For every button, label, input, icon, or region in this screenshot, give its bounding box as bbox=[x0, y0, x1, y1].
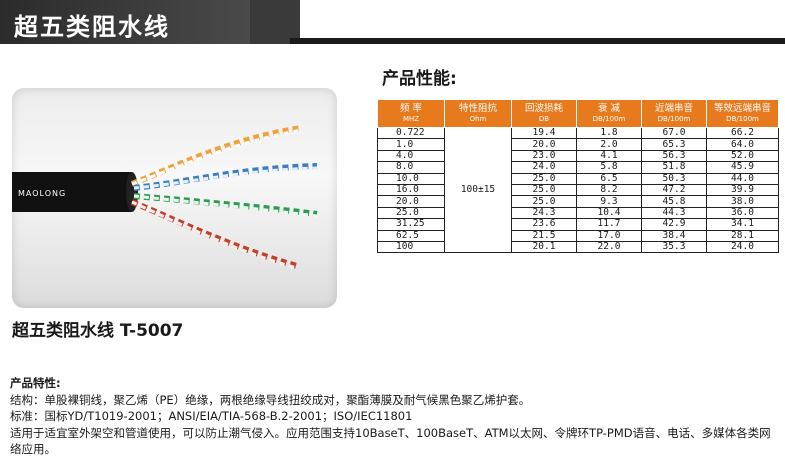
features-section: 产品特性: 结构：单股裸铜线，聚乙烯（PE）绝缘，两根绝缘导线扭绞成对，聚酯薄膜… bbox=[10, 375, 780, 458]
table-row: 62.5 21.5 17.0 38.4 28.1 bbox=[377, 229, 779, 242]
cell-attenuation: 11.7 bbox=[576, 218, 642, 231]
cell-return-loss: 21.5 bbox=[511, 229, 577, 242]
cell-frequency: 4.0 bbox=[377, 149, 445, 163]
cable-print: MAOLONG bbox=[18, 189, 66, 198]
cell-next: 51.8 bbox=[641, 161, 707, 174]
cell-next: 35.3 bbox=[641, 240, 707, 254]
table-row: 25.0 24.3 10.4 44.3 36.0 bbox=[377, 206, 779, 220]
cell-frequency: 0.722 bbox=[377, 126, 445, 140]
cell-frequency: 100 bbox=[377, 240, 445, 254]
cell-attenuation: 17.0 bbox=[576, 229, 642, 242]
feature-structure: 结构：单股裸铜线，聚乙烯（PE）绝缘，两根绝缘导线扭绞成对，聚酯薄膜及耐气候黑色… bbox=[10, 392, 531, 407]
cell-frequency: 62.5 bbox=[377, 229, 445, 242]
cell-return-loss: 23.0 bbox=[511, 149, 577, 163]
cell-attenuation: 10.4 bbox=[576, 206, 642, 220]
cell-return-loss: 20.1 bbox=[511, 240, 577, 254]
table-row: 16.0 25.0 8.2 47.2 39.9 bbox=[377, 183, 779, 197]
cell-frequency: 1.0 bbox=[377, 138, 445, 151]
product-photo: MAOLONG bbox=[12, 88, 337, 308]
cell-attenuation: 2.0 bbox=[576, 138, 642, 151]
page-title: 超五类阻水线 bbox=[14, 13, 170, 41]
cell-attenuation: 9.3 bbox=[576, 195, 642, 208]
cell-elfext: 64.0 bbox=[706, 138, 779, 151]
feature-application: 适用于适宜室外架空和管道使用，可以防止潮气侵入。应用范围支持10BaseT、10… bbox=[10, 425, 771, 457]
cell-return-loss: 24.3 bbox=[511, 206, 577, 220]
cell-attenuation: 1.8 bbox=[576, 126, 642, 140]
performance-table: 频 率 MHZ 特性阻抗 Ohm 回波损耗 DB 衰 减 DB/100m 近端串音 DB/… bbox=[377, 99, 779, 254]
table-row: 8.0 24.0 5.8 51.8 45.9 bbox=[377, 161, 779, 174]
cell-next: 42.9 bbox=[641, 218, 707, 231]
banner-rule bbox=[290, 38, 785, 44]
cell-frequency: 16.0 bbox=[377, 183, 445, 197]
header-banner: 超五类阻水线 bbox=[0, 0, 785, 48]
cell-attenuation: 22.0 bbox=[576, 240, 642, 254]
table-row: 1.0 20.0 2.0 65.3 64.0 bbox=[377, 138, 779, 151]
cell-impedance: 100±15 bbox=[444, 126, 512, 254]
header-frequency: 频 率 MHZ bbox=[377, 99, 445, 128]
header-attenuation: 衰 减 DB/100m bbox=[576, 99, 642, 128]
table-header-row: 频 率 MHZ 特性阻抗 Ohm 回波损耗 DB 衰 减 DB/100m 近端串音 DB/… bbox=[377, 99, 779, 128]
cell-return-loss: 19.4 bbox=[511, 126, 577, 140]
header-next: 近端串音 DB/100m bbox=[641, 99, 707, 128]
cell-return-loss: 20.0 bbox=[511, 138, 577, 151]
cell-elfext: 39.9 bbox=[706, 183, 779, 197]
cell-attenuation: 4.1 bbox=[576, 149, 642, 163]
cell-return-loss: 25.0 bbox=[511, 172, 577, 185]
banner-gradient bbox=[0, 0, 250, 44]
cell-elfext: 66.2 bbox=[706, 126, 779, 140]
cell-frequency: 31.25 bbox=[377, 218, 445, 231]
cell-elfext: 45.9 bbox=[706, 161, 779, 174]
cell-elfext: 36.0 bbox=[706, 206, 779, 220]
cell-return-loss: 25.0 bbox=[511, 195, 577, 208]
table-row: 100 20.1 22.0 35.3 24.0 bbox=[377, 240, 779, 254]
feature-standard: 标准：国标YD/T1019-2001；ANSI/EIA/TIA-568-B.2-… bbox=[10, 409, 413, 423]
table-row: 0.722 100±15 19.4 1.8 67.0 66.2 bbox=[377, 126, 779, 254]
cable-jacket bbox=[12, 172, 132, 212]
cell-next: 50.3 bbox=[641, 172, 707, 185]
cell-elfext: 52.0 bbox=[706, 149, 779, 163]
header-impedance: 特性阻抗 Ohm bbox=[444, 99, 512, 128]
table-row: 31.25 23.6 11.7 42.9 34.1 bbox=[377, 218, 779, 231]
cell-next: 47.2 bbox=[641, 183, 707, 197]
cell-frequency: 25.0 bbox=[377, 206, 445, 220]
cell-attenuation: 8.2 bbox=[576, 183, 642, 197]
table-row: 4.0 23.0 4.1 56.3 52.0 bbox=[377, 149, 779, 163]
cell-next: 56.3 bbox=[641, 149, 707, 163]
cell-attenuation: 5.8 bbox=[576, 161, 642, 174]
model-caption: 超五类阻水线 T-5007 bbox=[12, 321, 184, 341]
cell-frequency: 20.0 bbox=[377, 195, 445, 208]
cell-elfext: 24.0 bbox=[706, 240, 779, 254]
cell-frequency: 10.0 bbox=[377, 172, 445, 185]
cell-elfext: 28.1 bbox=[706, 229, 779, 242]
cell-next: 44.3 bbox=[641, 206, 707, 220]
table-row: 20.0 25.0 9.3 45.8 38.0 bbox=[377, 195, 779, 208]
cell-elfext: 34.1 bbox=[706, 218, 779, 231]
header-return-loss: 回波损耗 DB bbox=[511, 99, 577, 128]
performance-heading: 产品性能: bbox=[382, 69, 457, 89]
cell-frequency: 8.0 bbox=[377, 161, 445, 174]
features-heading: 产品特性: bbox=[10, 376, 61, 390]
cell-elfext: 44.0 bbox=[706, 172, 779, 185]
cable-illustration: MAOLONG bbox=[12, 125, 318, 270]
cell-next: 67.0 bbox=[641, 126, 707, 140]
cell-next: 65.3 bbox=[641, 138, 707, 151]
table-row: 10.0 25.0 6.5 50.3 44.0 bbox=[377, 172, 779, 185]
cell-next: 45.8 bbox=[641, 195, 707, 208]
cell-return-loss: 24.0 bbox=[511, 161, 577, 174]
cell-elfext: 38.0 bbox=[706, 195, 779, 208]
cell-return-loss: 25.0 bbox=[511, 183, 577, 197]
cell-attenuation: 6.5 bbox=[576, 172, 642, 185]
cell-return-loss: 23.6 bbox=[511, 218, 577, 231]
header-elfext: 等效远端串音 DB/100m bbox=[706, 99, 779, 128]
cell-next: 38.4 bbox=[641, 229, 707, 242]
